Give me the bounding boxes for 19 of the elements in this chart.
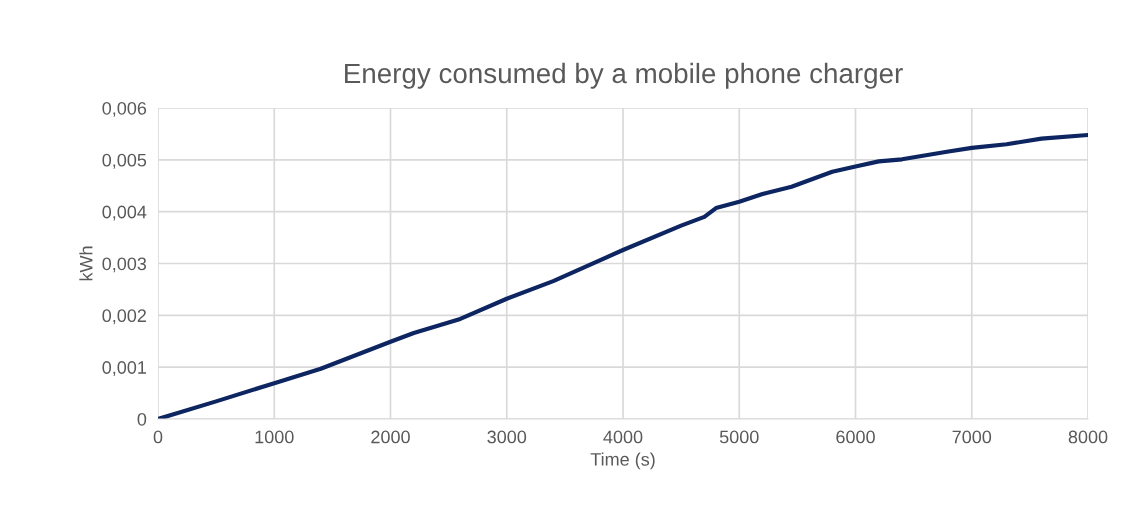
- y-tick-label: 0,002: [102, 309, 146, 325]
- x-tick-label: 2000: [371, 430, 410, 444]
- y-tick-label: 0: [137, 412, 147, 426]
- y-tick-label: 0,004: [102, 205, 147, 221]
- x-tick-label: 3000: [487, 430, 527, 444]
- x-tick-label: 1000: [255, 430, 294, 444]
- chart-title: Energy consumed by a mobile phone charger: [345, 62, 903, 89]
- y-axis-title: kWh: [79, 246, 93, 281]
- x-tick-label: 5000: [719, 430, 759, 444]
- x-tick-label: 7000: [952, 430, 992, 444]
- y-tick-label: 0,001: [102, 361, 147, 377]
- x-tick-label: 4000: [603, 430, 643, 444]
- y-tick-label: 0,003: [102, 257, 147, 273]
- x-tick-label: 8000: [1068, 430, 1108, 444]
- x-tick-label: 0: [153, 430, 163, 444]
- y-tick-label: 0,006: [102, 101, 147, 117]
- x-axis-title: Time (s): [590, 452, 655, 470]
- y-tick-label: 0,005: [102, 153, 147, 169]
- x-tick-label: 6000: [836, 430, 875, 444]
